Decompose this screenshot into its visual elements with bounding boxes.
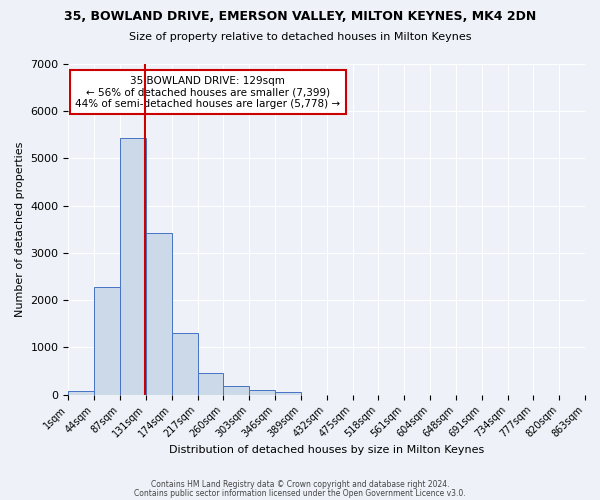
Bar (172, 333, 197, 394)
Text: 35 BOWLAND DRIVE: 129sqm
← 56% of detached houses are smaller (7,399)
44% of sem: 35 BOWLAND DRIVE: 129sqm ← 56% of detach… (76, 76, 340, 109)
Text: Contains public sector information licensed under the Open Government Licence v3: Contains public sector information licen… (134, 489, 466, 498)
Y-axis label: Number of detached properties: Number of detached properties (15, 142, 25, 317)
Bar (68, 391, 94, 394)
Text: 35, BOWLAND DRIVE, EMERSON VALLEY, MILTON KEYNES, MK4 2DN: 35, BOWLAND DRIVE, EMERSON VALLEY, MILTO… (64, 10, 536, 23)
Bar (249, 390, 275, 394)
Text: Size of property relative to detached houses in Milton Keynes: Size of property relative to detached ho… (129, 32, 471, 42)
Text: Contains HM Land Registry data © Crown copyright and database right 2024.: Contains HM Land Registry data © Crown c… (151, 480, 449, 489)
Bar (94, 287, 120, 395)
Bar (223, 386, 249, 394)
Bar (275, 392, 301, 394)
Bar (120, 138, 146, 394)
Bar (197, 372, 223, 394)
Bar (146, 232, 172, 394)
X-axis label: Distribution of detached houses by size in Milton Keynes: Distribution of detached houses by size … (169, 445, 484, 455)
